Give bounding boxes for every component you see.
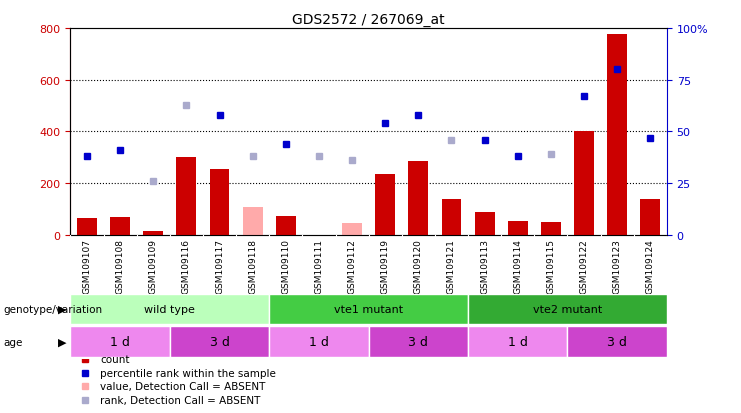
- Bar: [508, 221, 528, 235]
- Bar: [468, 326, 568, 357]
- Bar: [368, 326, 468, 357]
- Bar: [110, 217, 130, 235]
- Text: GSM109118: GSM109118: [248, 238, 257, 293]
- Bar: [243, 207, 262, 235]
- Text: GSM109112: GSM109112: [348, 238, 356, 293]
- Bar: [170, 326, 269, 357]
- Text: GSM109115: GSM109115: [546, 238, 556, 293]
- Text: ▶: ▶: [59, 337, 67, 347]
- Text: value, Detection Call = ABSENT: value, Detection Call = ABSENT: [100, 381, 265, 391]
- Bar: [77, 218, 97, 235]
- Text: percentile rank within the sample: percentile rank within the sample: [100, 368, 276, 378]
- Bar: [342, 224, 362, 235]
- Text: GSM109123: GSM109123: [613, 238, 622, 293]
- Text: GSM109124: GSM109124: [646, 238, 655, 293]
- Text: rank, Detection Call = ABSENT: rank, Detection Call = ABSENT: [100, 394, 261, 405]
- Bar: [143, 232, 163, 235]
- Bar: [574, 132, 594, 235]
- Text: GSM109114: GSM109114: [514, 238, 522, 293]
- Text: vte1 mutant: vte1 mutant: [334, 304, 403, 314]
- Text: 3 d: 3 d: [210, 335, 230, 348]
- Bar: [276, 216, 296, 235]
- Text: GSM109116: GSM109116: [182, 238, 191, 293]
- Bar: [640, 199, 660, 235]
- Text: vte2 mutant: vte2 mutant: [533, 304, 602, 314]
- Text: 3 d: 3 d: [608, 335, 627, 348]
- Bar: [375, 175, 395, 235]
- Text: ▶: ▶: [59, 304, 67, 314]
- Text: GSM109107: GSM109107: [82, 238, 91, 293]
- Bar: [70, 294, 269, 324]
- Text: GSM109119: GSM109119: [381, 238, 390, 293]
- Text: 3 d: 3 d: [408, 335, 428, 348]
- Text: GSM109113: GSM109113: [480, 238, 489, 293]
- Text: 1 d: 1 d: [110, 335, 130, 348]
- Text: GSM109122: GSM109122: [579, 238, 588, 293]
- Bar: [210, 170, 230, 235]
- Text: GSM109121: GSM109121: [447, 238, 456, 293]
- Text: count: count: [100, 354, 130, 364]
- Bar: [607, 36, 627, 235]
- Text: age: age: [4, 337, 23, 347]
- Bar: [541, 223, 561, 235]
- Text: genotype/variation: genotype/variation: [4, 304, 103, 314]
- Text: 1 d: 1 d: [309, 335, 329, 348]
- Bar: [408, 162, 428, 235]
- Text: GSM109117: GSM109117: [215, 238, 224, 293]
- Bar: [568, 326, 667, 357]
- Text: GSM109108: GSM109108: [116, 238, 124, 293]
- Bar: [176, 158, 196, 235]
- Bar: [468, 294, 667, 324]
- Text: 1 d: 1 d: [508, 335, 528, 348]
- Bar: [442, 199, 462, 235]
- Bar: [269, 326, 369, 357]
- Title: GDS2572 / 267069_at: GDS2572 / 267069_at: [293, 12, 445, 26]
- Text: wild type: wild type: [144, 304, 195, 314]
- Bar: [70, 326, 170, 357]
- Bar: [269, 294, 468, 324]
- Text: GSM109110: GSM109110: [282, 238, 290, 293]
- Text: GSM109111: GSM109111: [314, 238, 323, 293]
- Bar: [475, 212, 494, 235]
- Text: GSM109109: GSM109109: [149, 238, 158, 293]
- Text: GSM109120: GSM109120: [414, 238, 423, 293]
